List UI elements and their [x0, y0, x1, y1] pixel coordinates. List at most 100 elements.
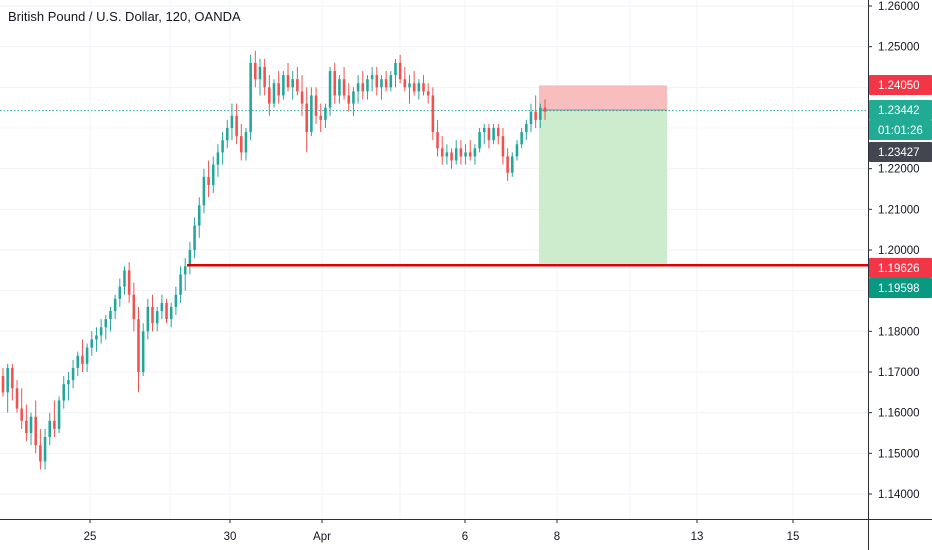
- candle-body: [506, 156, 509, 173]
- candle-body: [85, 347, 89, 364]
- candle-body: [468, 152, 472, 157]
- candle-body: [342, 79, 346, 96]
- candle-body: [11, 367, 14, 389]
- candle-body: [487, 128, 491, 141]
- candle-body: [263, 67, 266, 88]
- y-tick-label: 1.25000: [878, 42, 920, 54]
- candle-body: [76, 355, 80, 368]
- chart-title: British Pound / U.S. Dollar, 120, OANDA: [8, 9, 241, 24]
- candle-body: [197, 205, 201, 226]
- candle-body: [375, 75, 379, 88]
- x-tick-label: Apr: [313, 531, 331, 543]
- candle-body: [15, 388, 19, 409]
- candle-body: [67, 380, 70, 385]
- candle-body: [286, 75, 290, 88]
- x-tick-label: 8: [554, 531, 560, 543]
- candle-body: [277, 83, 280, 96]
- candle-body: [417, 83, 421, 92]
- candle-body: [48, 420, 52, 438]
- candle-body: [123, 270, 126, 287]
- candle-body: [529, 111, 533, 124]
- take-profit-zone: [539, 110, 667, 267]
- price-tag-label: 01:01:26: [878, 125, 923, 137]
- candle-body: [155, 311, 159, 324]
- candle-body: [39, 445, 42, 462]
- candle-body: [370, 75, 374, 80]
- candle-body: [450, 152, 453, 161]
- candle-body: [426, 91, 430, 96]
- candle-body: [132, 294, 136, 320]
- candle-body: [478, 132, 481, 149]
- candle-body: [137, 319, 140, 373]
- y-tick-label: 1.15000: [878, 448, 920, 460]
- candle-body: [525, 123, 528, 133]
- candle-body: [482, 128, 486, 133]
- candle-body: [520, 132, 523, 145]
- candle-body: [473, 148, 477, 157]
- candle-body: [515, 144, 519, 157]
- candle-body: [146, 306, 150, 332]
- candle-body: [254, 62, 257, 80]
- candle-body: [319, 115, 323, 120]
- y-tick-label: 1.14000: [878, 489, 920, 501]
- candle-body: [118, 286, 122, 299]
- candle-body: [440, 148, 444, 157]
- candle-body: [431, 95, 435, 133]
- candle-body: [160, 302, 164, 312]
- candle-body: [193, 225, 196, 251]
- candle-body: [464, 152, 467, 157]
- candle-body: [296, 79, 299, 92]
- candle-body: [34, 416, 37, 446]
- candle-body: [534, 111, 537, 120]
- candle-body: [366, 79, 369, 92]
- candle-body: [211, 164, 215, 185]
- candle-body: [445, 152, 449, 157]
- candle-body: [422, 83, 425, 92]
- candle-body: [71, 367, 75, 381]
- candle-body: [225, 128, 229, 141]
- candle-body: [104, 319, 108, 328]
- candle-body: [127, 270, 131, 295]
- candle-body: [310, 95, 313, 133]
- candle-body: [109, 311, 112, 320]
- candle-body: [492, 128, 495, 141]
- candle-body: [90, 339, 94, 348]
- y-tick-label: 1.22000: [878, 164, 920, 176]
- candle-body: [258, 67, 262, 80]
- candle-body: [389, 75, 393, 88]
- candle-body: [202, 176, 206, 206]
- candle-body: [384, 79, 388, 88]
- price-tag: [869, 100, 932, 120]
- candle-body: [496, 128, 500, 137]
- candle-body: [81, 355, 84, 364]
- candle-body: [347, 95, 351, 104]
- candle-body: [436, 132, 439, 149]
- candle-body: [398, 62, 402, 80]
- x-tick-label: 25: [84, 531, 97, 543]
- price-tag-label: 1.23442: [878, 105, 920, 117]
- y-tick-label: 1.26000: [878, 1, 920, 13]
- candle-body: [380, 79, 383, 88]
- candle-body: [361, 83, 365, 92]
- candle-body: [29, 416, 33, 434]
- candle-body: [57, 400, 61, 429]
- candle-body: [408, 83, 411, 88]
- candle-body: [543, 107, 547, 112]
- x-tick-label: 30: [224, 531, 237, 543]
- candle-body: [174, 294, 178, 307]
- candle-body: [305, 103, 308, 133]
- candle-body: [394, 62, 397, 76]
- candle-body: [151, 306, 154, 324]
- candle-body: [403, 79, 407, 88]
- candle-body: [356, 83, 360, 92]
- candle-body: [99, 327, 103, 336]
- candle-body: [328, 71, 332, 108]
- candle-body: [459, 148, 463, 157]
- price-tag: [869, 120, 932, 140]
- candle-body: [165, 302, 168, 320]
- price-tag: [869, 258, 932, 278]
- stop-loss-zone: [539, 85, 667, 111]
- candle-body: [62, 384, 66, 401]
- candle-body: [188, 250, 192, 267]
